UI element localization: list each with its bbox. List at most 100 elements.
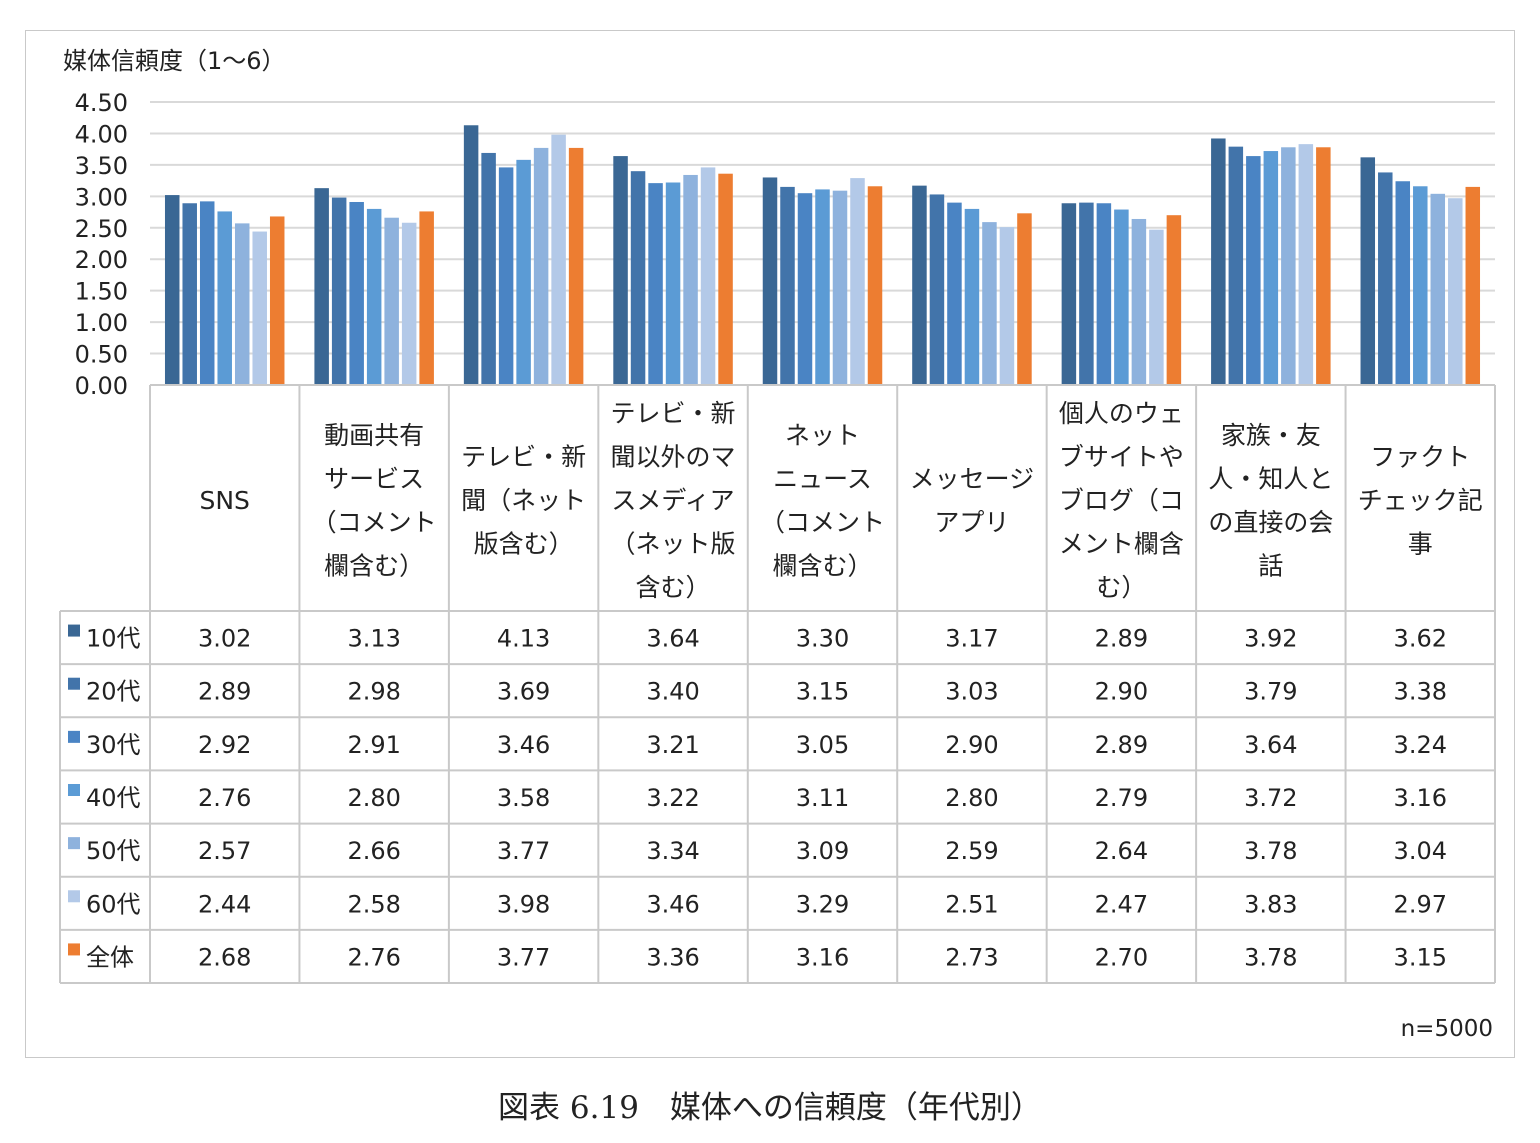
legend-label: 20代: [86, 678, 141, 706]
category-label: ファクト: [1370, 443, 1470, 472]
bar: [648, 183, 663, 385]
table-value: 3.72: [1244, 784, 1297, 812]
y-tick-label: 0.00: [75, 372, 128, 400]
category-label: 人・知人と: [1208, 464, 1333, 493]
bar: [349, 201, 364, 385]
bar: [1281, 147, 1296, 385]
category-label: 動画共有: [324, 421, 424, 450]
bar: [164, 195, 180, 385]
table-value: 3.83: [1244, 890, 1297, 918]
bar: [1413, 186, 1428, 385]
table-value: 2.44: [198, 890, 251, 918]
table-value: 2.57: [198, 837, 251, 865]
category-label: 聞（ネット: [461, 486, 586, 515]
category-label: チェック記: [1358, 486, 1483, 515]
bar: [551, 134, 566, 385]
table-value: 2.51: [945, 890, 998, 918]
legend-swatch: [68, 943, 80, 956]
y-axis-label: 媒体信頼度（1〜6）: [63, 47, 286, 75]
bar: [832, 190, 848, 385]
legend-label: 全体: [86, 943, 134, 971]
bar: [498, 167, 514, 385]
bar: [366, 208, 382, 385]
legend-swatch: [68, 837, 80, 850]
legend-label: 50代: [86, 837, 141, 865]
category-label: 事: [1408, 530, 1433, 559]
bar: [665, 182, 681, 385]
category-label: 聞以外のマ: [611, 443, 736, 472]
table-value: 3.30: [796, 625, 849, 653]
table-value: 3.16: [1394, 784, 1447, 812]
bar: [1017, 213, 1032, 385]
bar: [1061, 203, 1077, 385]
table-value: 3.40: [646, 678, 699, 706]
bar: [1316, 147, 1331, 385]
y-tick-label: 2.50: [75, 215, 128, 243]
bar: [1395, 181, 1411, 385]
y-tick-label: 1.50: [75, 278, 128, 306]
table-value: 3.62: [1394, 625, 1447, 653]
category-label: メッセージ: [910, 464, 1035, 493]
y-tick-label: 4.00: [75, 120, 128, 148]
y-tick-label: 3.00: [75, 183, 128, 211]
bar: [683, 174, 698, 385]
table-value: 2.89: [1095, 731, 1148, 759]
table-value: 3.29: [796, 890, 849, 918]
category-label: （コメント: [312, 508, 437, 537]
bar: [815, 189, 830, 385]
category-label: SNS: [199, 486, 249, 515]
category-label: ブサイトや: [1059, 443, 1184, 472]
chart-frame: [25, 30, 1515, 1058]
bar: [1465, 186, 1481, 385]
bar: [1096, 203, 1112, 385]
bar: [1263, 151, 1279, 385]
table-value: 3.13: [347, 625, 400, 653]
bar: [912, 185, 927, 385]
bar: [568, 147, 584, 385]
category-label: サービス: [324, 464, 424, 493]
table-value: 2.89: [198, 678, 251, 706]
table-value: 2.79: [1095, 784, 1148, 812]
bar: [234, 223, 250, 385]
y-tick-label: 3.50: [75, 152, 128, 180]
table-value: 2.80: [945, 784, 998, 812]
table-value: 2.66: [347, 837, 400, 865]
table-value: 3.05: [796, 731, 849, 759]
table-value: 2.73: [945, 943, 998, 971]
category-label: テレビ・新: [611, 399, 736, 428]
table-value: 2.58: [347, 890, 400, 918]
category-label: 話: [1258, 551, 1283, 580]
category-label: む）: [1096, 573, 1146, 602]
table-value: 3.03: [945, 678, 998, 706]
table-value: 3.77: [497, 837, 550, 865]
bar: [481, 152, 496, 385]
table-value: 2.92: [198, 731, 251, 759]
table-value: 2.68: [198, 943, 251, 971]
legend-swatch: [68, 730, 80, 743]
category-label: ネット: [785, 421, 860, 450]
bar: [850, 178, 865, 385]
y-tick-label: 2.00: [75, 246, 128, 274]
table-value: 3.38: [1394, 678, 1447, 706]
table-value: 3.69: [497, 678, 550, 706]
table-value: 3.46: [497, 731, 550, 759]
table-value: 3.21: [646, 731, 699, 759]
table-value: 3.17: [945, 625, 998, 653]
table-value: 2.97: [1394, 890, 1447, 918]
table-value: 3.34: [646, 837, 699, 865]
y-tick-label: 1.00: [75, 309, 128, 337]
table-value: 2.47: [1095, 890, 1148, 918]
legend-swatch: [68, 624, 80, 637]
legend-label: 30代: [86, 731, 141, 759]
category-label: 家族・友: [1221, 421, 1321, 450]
category-label: 個人のウェ: [1059, 399, 1184, 428]
table-value: 3.77: [497, 943, 550, 971]
table-value: 2.76: [198, 784, 251, 812]
bar: [182, 203, 197, 385]
bar: [929, 194, 945, 385]
bar: [516, 159, 531, 385]
bar: [463, 125, 479, 385]
table-value: 3.98: [497, 890, 550, 918]
bar: [1448, 198, 1463, 385]
